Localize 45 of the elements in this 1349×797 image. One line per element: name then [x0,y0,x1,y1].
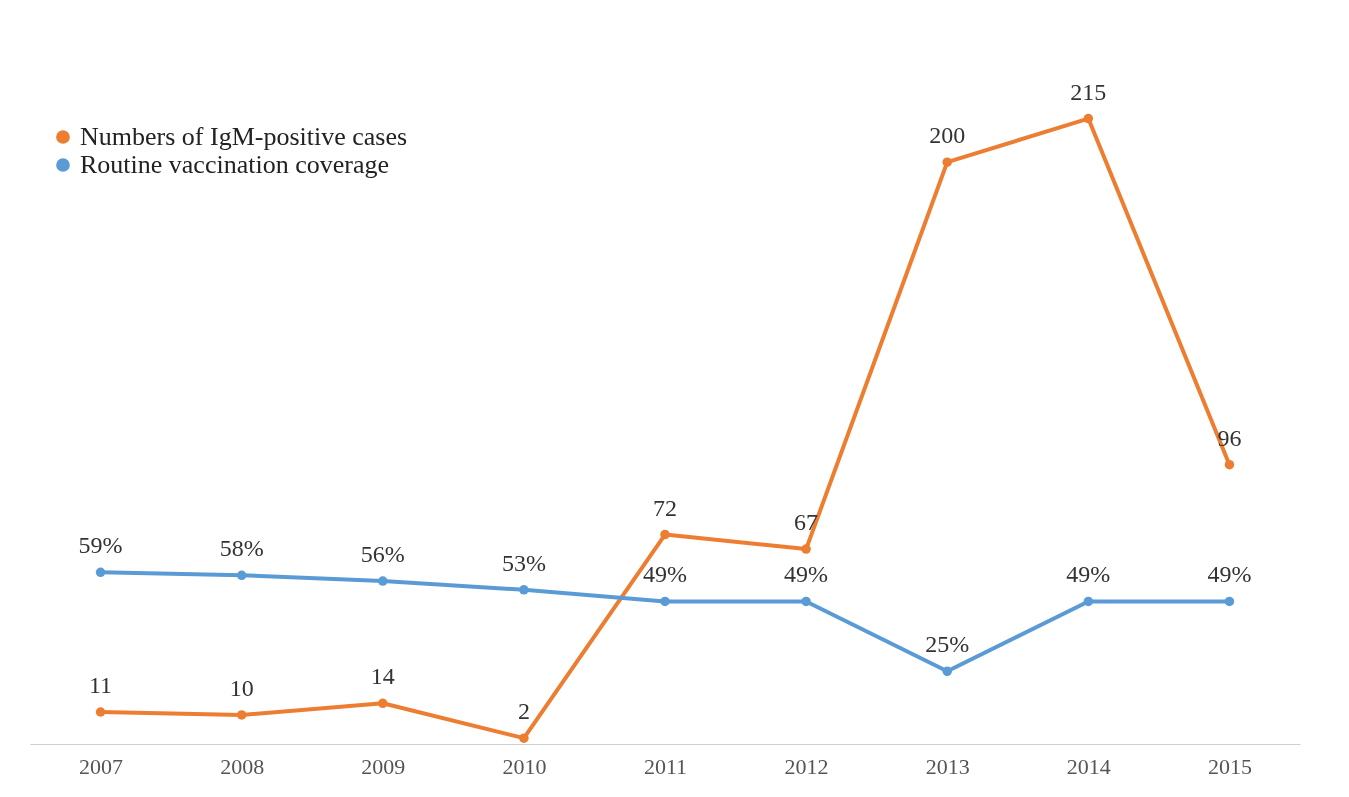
x-tick-label: 2014 [1066,753,1111,779]
point [660,529,670,540]
data-label: 72 [653,494,677,521]
point [95,707,106,717]
data-label: 56% [360,541,405,568]
data-label: 25% [925,631,970,658]
data-label: 58% [219,535,264,562]
point [236,710,247,720]
point [378,576,388,586]
point [1083,113,1094,124]
x-tick-label: 2010 [502,753,547,779]
x-tick-label: 2012 [784,753,829,779]
data-label: 49% [1207,561,1252,588]
point [801,596,811,607]
data-label: 59% [78,532,123,559]
x-tick-label: 2013 [925,753,970,779]
data-label: 11 [89,672,113,698]
data-label: 53% [501,549,546,576]
data-label: 215 [1070,78,1107,105]
data-label: 49% [1066,561,1111,588]
point [942,666,952,677]
point [1083,596,1094,607]
data-label: 49% [643,561,687,588]
point [519,585,529,595]
x-tick-label: 2011 [643,753,688,779]
x-tick-label: 2008 [220,753,265,779]
point [236,570,247,581]
point [378,698,388,709]
data-label: 2 [517,698,530,725]
point [1224,596,1235,607]
data-label: 49% [784,561,829,588]
point [519,733,529,743]
point [95,567,106,578]
point [942,157,952,167]
x-tick-label: 2015 [1207,753,1252,779]
legend-label: Routine vaccination coverage [80,150,389,179]
point [1224,459,1235,470]
data-label: 14 [370,663,395,690]
x-tick-label: 2009 [361,753,406,779]
legend-label: Numbers of IgM-positive cases [80,122,408,151]
x-tick-label: 2007 [79,753,124,779]
point [660,596,670,607]
point [801,544,811,554]
data-label: 10 [229,674,254,701]
data-label: 200 [929,122,966,149]
